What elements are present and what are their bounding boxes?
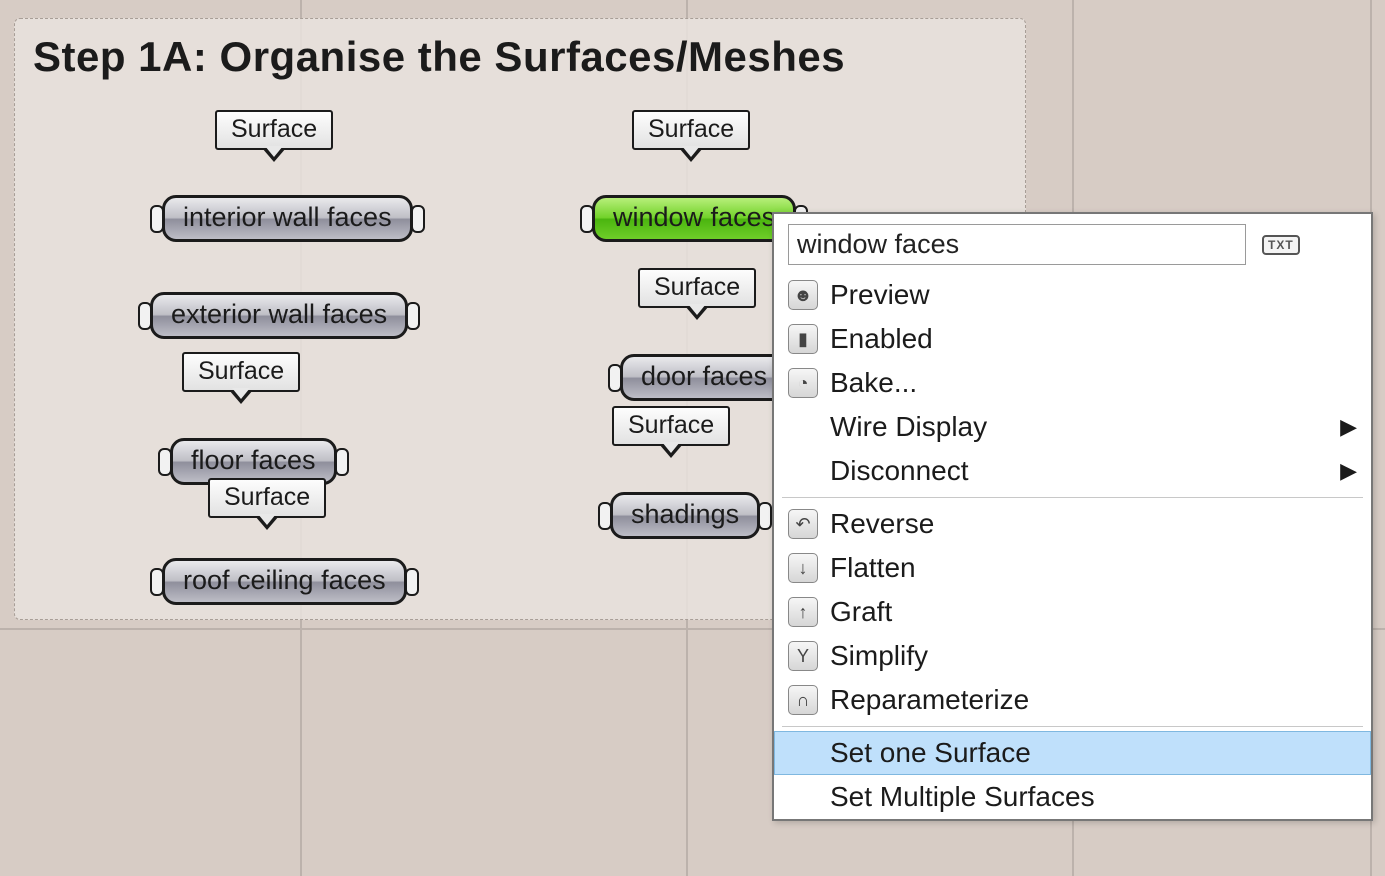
- tooltip-label: Surface: [182, 352, 300, 392]
- simplify-icon: Y: [788, 641, 818, 671]
- grasshopper-canvas[interactable]: Step 1A: Organise the Surfaces/Meshes Su…: [0, 0, 1385, 876]
- menu-flatten[interactable]: ↓ Flatten: [774, 546, 1371, 590]
- menu-label: Set one Surface: [822, 737, 1357, 769]
- component-label: roof ceiling faces: [162, 558, 407, 605]
- tooltip-label: Surface: [612, 406, 730, 446]
- component-label: window faces: [592, 195, 796, 242]
- menu-reparameterize[interactable]: ∩ Reparameterize: [774, 678, 1371, 722]
- tooltip-surface: Surface: [612, 406, 730, 460]
- menu-label: Enabled: [822, 323, 1357, 355]
- output-grip[interactable]: [758, 502, 772, 530]
- menu-set-multiple-surfaces[interactable]: Set Multiple Surfaces: [774, 775, 1371, 819]
- graft-icon: ↑: [788, 597, 818, 627]
- output-grip[interactable]: [335, 448, 349, 476]
- tooltip-label: Surface: [208, 478, 326, 518]
- egg-icon: ◔: [788, 368, 818, 398]
- menu-label: Flatten: [822, 552, 1357, 584]
- menu-bake[interactable]: ◔ Bake...: [774, 361, 1371, 405]
- output-grip[interactable]: [406, 302, 420, 330]
- tooltip-surface: Surface: [638, 268, 756, 322]
- menu-label: Graft: [822, 596, 1357, 628]
- menu-disconnect[interactable]: Disconnect ▶: [774, 449, 1371, 493]
- submenu-arrow-icon: ▶: [1340, 458, 1357, 484]
- tooltip-label: Surface: [632, 110, 750, 150]
- tooltip-surface: Surface: [208, 478, 326, 532]
- menu-simplify[interactable]: Y Simplify: [774, 634, 1371, 678]
- tooltip-surface: Surface: [632, 110, 750, 164]
- submenu-arrow-icon: ▶: [1340, 414, 1357, 440]
- head-icon: ☻: [788, 280, 818, 310]
- output-grip[interactable]: [411, 205, 425, 233]
- component-roof-ceiling-faces[interactable]: roof ceiling faces: [150, 558, 419, 605]
- reverse-icon: ↶: [788, 509, 818, 539]
- component-label: door faces: [620, 354, 788, 401]
- menu-reverse[interactable]: ↶ Reverse: [774, 502, 1371, 546]
- menu-graft[interactable]: ↑ Graft: [774, 590, 1371, 634]
- component-name-input[interactable]: [788, 224, 1246, 265]
- menu-label: Disconnect: [822, 455, 1340, 487]
- tooltip-label: Surface: [215, 110, 333, 150]
- battery-icon: ▮: [788, 324, 818, 354]
- menu-label: Preview: [822, 279, 1357, 311]
- component-label: exterior wall faces: [150, 292, 408, 339]
- component-label: interior wall faces: [162, 195, 413, 242]
- group-title: Step 1A: Organise the Surfaces/Meshes: [33, 33, 845, 81]
- menu-separator: [782, 497, 1363, 498]
- component-context-menu[interactable]: TXT ☻ Preview ▮ Enabled ◔ Bake... Wire D…: [772, 212, 1373, 821]
- component-label: shadings: [610, 492, 760, 539]
- menu-label: Reverse: [822, 508, 1357, 540]
- reparam-icon: ∩: [788, 685, 818, 715]
- menu-label: Bake...: [822, 367, 1357, 399]
- tooltip-label: Surface: [638, 268, 756, 308]
- component-exterior-wall-faces[interactable]: exterior wall faces: [138, 292, 420, 339]
- menu-separator: [782, 726, 1363, 727]
- menu-label: Simplify: [822, 640, 1357, 672]
- component-shadings[interactable]: shadings: [598, 492, 772, 539]
- component-interior-wall-faces[interactable]: interior wall faces: [150, 195, 425, 242]
- output-grip[interactable]: [405, 568, 419, 596]
- menu-label: Reparameterize: [822, 684, 1357, 716]
- menu-label: Set Multiple Surfaces: [822, 781, 1357, 813]
- txt-icon: TXT: [1262, 235, 1300, 255]
- menu-wire-display[interactable]: Wire Display ▶: [774, 405, 1371, 449]
- tooltip-surface: Surface: [182, 352, 300, 406]
- menu-preview[interactable]: ☻ Preview: [774, 273, 1371, 317]
- menu-enabled[interactable]: ▮ Enabled: [774, 317, 1371, 361]
- context-menu-name-row: TXT: [774, 214, 1371, 273]
- menu-label: Wire Display: [822, 411, 1340, 443]
- tooltip-surface: Surface: [215, 110, 333, 164]
- flatten-icon: ↓: [788, 553, 818, 583]
- menu-set-one-surface[interactable]: Set one Surface: [774, 731, 1371, 775]
